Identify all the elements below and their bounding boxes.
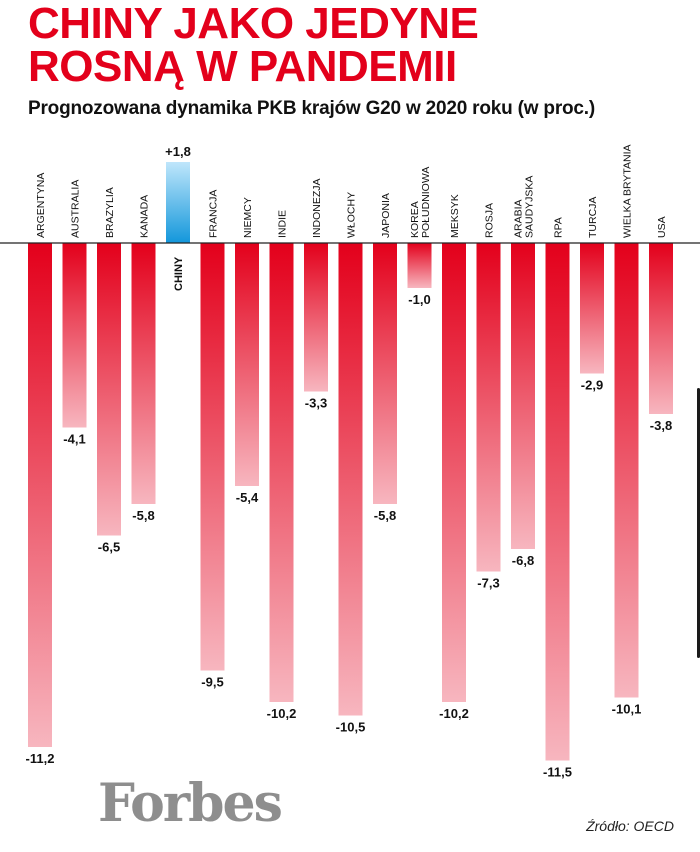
category-label-korea-poludniowa: KOREAPOŁUDNIOWA	[409, 167, 432, 238]
bar-meksyk	[442, 243, 466, 702]
category-label-line: RPA	[553, 217, 565, 238]
value-label-japonia: -5,8	[374, 508, 396, 523]
value-label-australia: -4,1	[63, 432, 85, 447]
category-label-niemcy: NIEMCY	[242, 197, 254, 238]
category-label-usa: USA	[656, 216, 668, 238]
category-label-line: FRANCJA	[208, 190, 220, 238]
value-label-turcja: -2,9	[581, 378, 603, 393]
value-label-francja: -9,5	[201, 675, 223, 690]
category-label-line: JAPONIA	[380, 193, 392, 238]
category-label-francja: FRANCJA	[208, 190, 220, 238]
scrollbar[interactable]	[697, 388, 700, 658]
category-label-line: NIEMCY	[242, 197, 254, 238]
category-label-arabia-saudyjska: ARABIASAUDYJSKA	[513, 176, 536, 238]
bar-australia	[62, 243, 87, 428]
category-label-brazylia: BRAZYLIA	[104, 187, 116, 238]
bar-rpa	[545, 243, 570, 761]
category-label-argentyna: ARGENTYNA	[35, 173, 47, 238]
bar-usa	[649, 243, 673, 414]
bar-chiny	[166, 162, 190, 243]
value-label-argentyna: -11,2	[26, 751, 55, 766]
category-label-line: CHINY	[173, 256, 185, 291]
source-note: Źródło: OECD	[586, 818, 674, 834]
category-label-line: POŁUDNIOWA	[420, 167, 432, 238]
category-label-japonia: JAPONIA	[380, 193, 392, 238]
value-label-niemcy: -5,4	[236, 490, 259, 505]
value-label-indonezja: -3,3	[305, 396, 327, 411]
value-label-wlochy: -10,5	[336, 720, 366, 735]
forbes-logo: Forbes	[98, 773, 283, 834]
bar-rosja	[476, 243, 501, 572]
chart-title-line-2: ROSNĄ W PANDEMII	[28, 42, 457, 91]
category-label-chiny: CHINY	[173, 256, 185, 291]
category-label-rpa: RPA	[553, 217, 565, 238]
category-label-wielka-brytania: WIELKA BRYTANIA	[622, 144, 634, 238]
chart-title-line-1: CHINY JAKO JEDYNE	[28, 0, 479, 48]
bar-japonia	[373, 243, 397, 504]
bar-wielka-brytania	[614, 243, 639, 698]
category-label-line: USA	[656, 216, 668, 238]
value-label-rosja: -7,3	[477, 576, 499, 591]
category-label-line: MEKSYK	[449, 194, 461, 238]
category-label-line: KOREA	[409, 201, 421, 238]
bar-kanada	[131, 243, 156, 504]
value-label-kanada: -5,8	[132, 508, 154, 523]
chart-subtitle: Prognozowana dynamika PKB krajów G20 w 2…	[28, 98, 596, 119]
chart-title: CHINY JAKO JEDYNE ROSNĄ W PANDEMII	[28, 0, 479, 91]
value-label-brazylia: -6,5	[98, 540, 120, 555]
category-label-line: WŁOCHY	[346, 192, 358, 238]
bar-indonezja	[304, 243, 328, 392]
category-label-line: ARGENTYNA	[35, 173, 47, 238]
value-label-indie: -10,2	[267, 706, 297, 721]
category-label-line: BRAZYLIA	[104, 187, 116, 238]
category-label-australia: AUSTRALIA	[70, 180, 82, 238]
value-label-meksyk: -10,2	[439, 706, 469, 721]
value-label-arabia-saudyjska: -6,8	[512, 553, 534, 568]
category-label-line: WIELKA BRYTANIA	[622, 144, 634, 238]
bar-francja	[200, 243, 225, 671]
category-label-line: SAUDYJSKA	[524, 176, 536, 238]
bar-wlochy	[338, 243, 363, 716]
bar-korea-poludniowa	[407, 243, 432, 288]
category-label-wlochy: WŁOCHY	[346, 192, 358, 238]
category-label-indonezja: INDONEZJA	[311, 178, 323, 238]
bar-arabia-saudyjska	[511, 243, 535, 549]
value-label-rpa: -11,5	[543, 765, 572, 780]
bar-indie	[269, 243, 294, 702]
category-label-line: AUSTRALIA	[70, 180, 82, 238]
value-label-usa: -3,8	[650, 418, 672, 433]
value-label-korea-poludniowa: -1,0	[408, 292, 430, 307]
category-label-line: INDIE	[277, 210, 289, 238]
category-label-kanada: KANADA	[139, 195, 151, 238]
bar-argentyna	[28, 243, 52, 747]
value-label-chiny: +1,8	[165, 144, 191, 159]
category-label-line: KANADA	[139, 195, 151, 238]
category-label-indie: INDIE	[277, 210, 289, 238]
bar-brazylia	[97, 243, 121, 536]
category-label-rosja: ROSJA	[484, 203, 496, 238]
bar-niemcy	[235, 243, 259, 486]
category-label-line: ARABIA	[513, 199, 525, 238]
category-label-line: TURCJA	[587, 197, 599, 238]
category-label-line: ROSJA	[484, 203, 496, 238]
value-label-wielka-brytania: -10,1	[612, 702, 642, 717]
category-label-meksyk: MEKSYK	[449, 194, 461, 238]
category-label-line: INDONEZJA	[311, 178, 323, 238]
bar-turcja	[580, 243, 604, 374]
category-label-turcja: TURCJA	[587, 197, 599, 238]
